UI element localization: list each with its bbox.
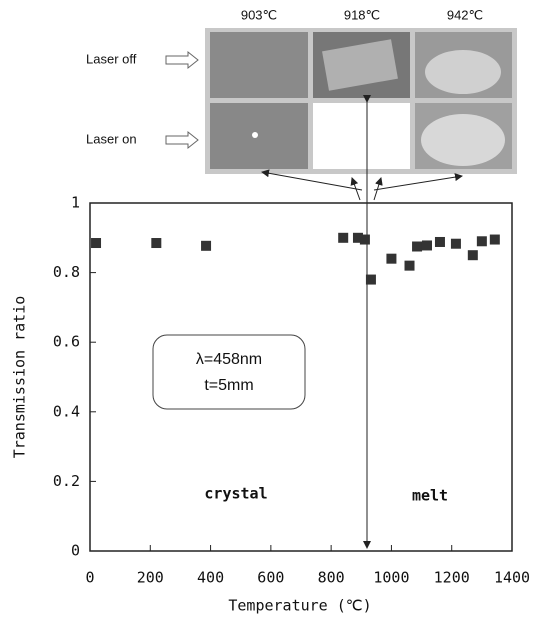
- y-tick-label: 0.6: [53, 333, 80, 351]
- row-arrow: [166, 52, 198, 68]
- data-point: [405, 261, 415, 271]
- x-tick-label: 1000: [373, 569, 409, 587]
- annotation: t=5mm: [204, 377, 253, 394]
- y-axis-label: Transmission ratio: [11, 296, 29, 459]
- annotation-box: [153, 335, 305, 409]
- row-label: Laser off: [86, 51, 137, 66]
- column-label: 942℃: [447, 7, 483, 22]
- data-point: [386, 254, 396, 264]
- column-label: 918℃: [344, 7, 380, 22]
- data-point: [490, 235, 500, 245]
- x-tick-label: 400: [197, 569, 224, 587]
- data-point: [366, 275, 376, 285]
- data-point: [91, 238, 101, 248]
- column-label: 903℃: [241, 7, 277, 22]
- annotation: λ=458nm: [196, 351, 262, 368]
- y-tick-label: 0.4: [53, 402, 80, 420]
- row-arrow: [166, 132, 198, 148]
- inset-image: [313, 103, 410, 169]
- data-point: [422, 240, 432, 250]
- data-point: [477, 236, 487, 246]
- x-tick-label: 0: [85, 569, 94, 587]
- data-point: [151, 238, 161, 248]
- inset-image-detail: [425, 50, 501, 94]
- x-axis-label: Temperature (℃): [228, 597, 371, 615]
- data-point: [451, 239, 461, 249]
- x-tick-label: 800: [318, 569, 345, 587]
- annotation: melt: [412, 487, 448, 505]
- y-tick-label: 0: [71, 542, 80, 560]
- data-point: [468, 250, 478, 260]
- x-tick-label: 1400: [494, 569, 530, 587]
- x-tick-label: 600: [257, 569, 284, 587]
- data-point: [338, 233, 348, 243]
- inset-image-detail: [421, 114, 505, 166]
- y-tick-label: 0.8: [53, 263, 80, 281]
- inset-image-detail: [252, 132, 258, 138]
- y-tick-label: 1: [71, 194, 80, 212]
- data-point: [201, 241, 211, 251]
- x-tick-label: 200: [137, 569, 164, 587]
- data-point: [435, 237, 445, 247]
- inset-image: [210, 32, 308, 98]
- annotation: crystal: [204, 485, 267, 503]
- inset-image: [210, 103, 308, 169]
- data-point: [412, 242, 422, 252]
- row-label: Laser on: [86, 131, 137, 146]
- chart: 903℃ 918℃ 942℃ Laser off Laser on λ=458n…: [0, 0, 537, 618]
- x-tick-label: 1200: [434, 569, 470, 587]
- data-point: [360, 235, 370, 245]
- y-tick-label: 0.2: [53, 472, 80, 490]
